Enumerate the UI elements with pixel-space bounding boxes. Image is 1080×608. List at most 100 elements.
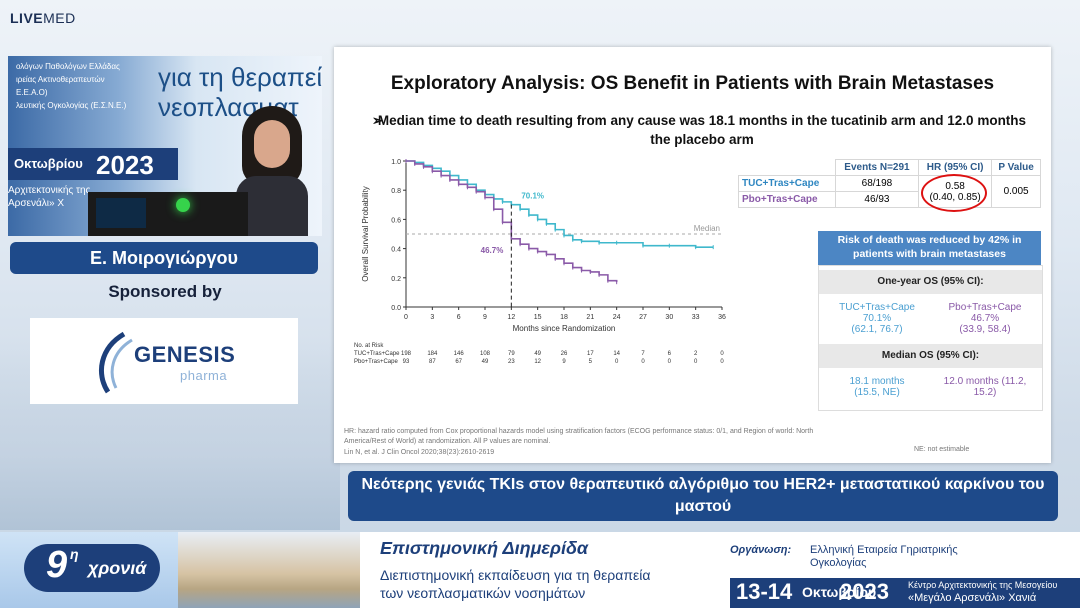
slide-title: Exploratory Analysis: OS Benefit in Pati… [390,73,995,94]
x-tick-label: 24 [613,314,621,321]
hr-table-header-cell: Events N=291 [834,159,920,176]
video-org-line: Ε.Ε.Α.Ο) [16,88,48,97]
video-venue-line1: Αρχιτεκτονικής της [8,185,91,196]
tuc-median: 18.1 months [849,376,905,387]
hr-table-header: Events N=291 HR (95% CI) P Value [738,159,1041,176]
risk-cell: 0 [720,351,724,357]
x-tick-label: 30 [665,314,673,321]
risk-row-name: Pbo+Tras+Cape [354,359,398,365]
pbo-median-ci: 15.2) [973,387,997,398]
sponsor-name: GENESIS [134,342,236,367]
hr-table-header-cell: HR (95% CI) [918,159,993,176]
y-tick-label: 0.8 [391,188,401,195]
tuc-arm: TUC+Tras+Cape [839,302,915,313]
podium-screen [96,198,146,228]
event-title: Επιστημονική Διημερίδα [380,538,589,558]
tuc-ci: (62.1, 76.7) [851,324,903,335]
table-cell-p: 0.005 [991,175,1041,208]
organizer: Οργάνωση: Ελληνική Εταιρεία Γηριατρικής … [730,544,958,569]
os-summary-box: One-year OS (95% CI): TUC+Tras+Cape 70.1… [818,265,1043,411]
risk-cell: 108 [480,351,491,357]
risk-cell: 6 [668,351,672,357]
tuc-median-col: 18.1 months (15.5, NE) [827,376,927,398]
risk-cell: 67 [455,359,462,365]
table-row: Pbo+Tras+Cape 46/93 [738,191,1041,208]
x-tick-label: 12 [507,314,515,321]
x-tick-label: 6 [457,314,461,321]
bullet-arrow-icon: ➢ [372,113,384,128]
y-tick-label: 1.0 [391,159,401,166]
risk-cell: 2 [694,351,698,357]
x-tick-label: 0 [404,314,408,321]
km-series-tuc [406,160,714,248]
slide-footnote: HR: hazard ratio computed from Cox propo… [344,428,814,445]
risk-cell: 7 [641,351,645,357]
risk-cell: 49 [534,351,541,357]
video-banner-line1: για τη θεραπεία [158,62,322,92]
x-tick-label: 21 [586,314,594,321]
risk-cell: 79 [508,351,515,357]
x-tick-label: 27 [639,314,647,321]
speaker-figure [236,106,308,236]
event-subtitle-line1: Διεπιστημονική εκπαίδευση για τη θεραπεί… [380,567,651,583]
risk-cell: 0 [615,359,619,365]
x-tick-label: 18 [560,314,568,321]
video-org-lines: ολόγων Παθολόγων Ελλάδας ιρείας Ακτινοθε… [16,60,126,112]
slide-reference: Lin N, et al. J Clin Oncol 2020;38(23):2… [344,449,495,456]
event-year: 2023 [840,579,889,604]
risk-cell: 146 [454,351,465,357]
talk-caption: Νεότερης γενιάς TKIs στον θεραπευτικό αλ… [348,471,1058,521]
table-cell-arm: Pbo+Tras+Cape [738,191,836,208]
y-tick-label: 0.4 [391,247,401,254]
x-tick-label: 33 [692,314,700,321]
event-venue-line2: «Μεγάλο Αρσενάλι» Χανιά [908,592,1037,604]
ninth-word: χρονιά [88,558,147,578]
slide-bullet-text: Median time to death resulting from any … [377,113,1027,147]
microphone-light-icon [176,198,190,212]
risk-cell: 93 [403,359,410,365]
ninth-year-badge: 9 η χρονιά [0,532,178,608]
ninth-number: 9 [46,544,68,586]
chart-annotation: 46.7% [481,246,504,255]
ne-note: NE: not estimable [914,446,970,453]
speaker-face [254,120,290,168]
x-tick-label: 3 [430,314,434,321]
organizer-name: Ελληνική Εταιρεία Γηριατρικής Ογκολογίας [810,544,958,569]
event-subtitle: Διεπιστημονική εκπαίδευση για τη θεραπεί… [380,566,650,602]
risk-cell: 184 [427,351,438,357]
tuc-median-ci: (15.5, NE) [854,387,900,398]
video-venue-line2: Αρσενάλι» Χ [8,198,65,209]
risk-table-label: No. at Risk [354,343,384,349]
event-days: 13-14 [736,579,793,604]
risk-cell: 26 [561,351,568,357]
tuc-os: 70.1% [862,313,892,324]
risk-cell: 49 [482,359,489,365]
risk-row-name: TUC+Tras+Cape [354,351,400,357]
risk-cell: 14 [613,351,620,357]
km-survival-chart: 0.00.20.40.60.81.00 3 6 9 12 15 18 21 24 27 30 33 36… [354,159,726,365]
video-org-line: λευτικής Ογκολογίας (Ε.Σ.Ν.Ε.) [16,101,127,110]
risk-cell: 5 [589,359,593,365]
video-date-bar: Οκτωβρίου 2023 [8,148,178,180]
hr-table-header-cell [738,159,836,176]
livemed-logo: LIVEMED [10,10,76,26]
highlight-circle [921,174,988,212]
sponsor-sub: pharma [180,368,228,383]
median-os-label: Median OS (95% CI): [819,344,1042,368]
x-axis-label: Months since Randomization [513,324,616,333]
risk-cell: 198 [401,351,412,357]
ninth-year-pill: 9 η χρονιά [24,544,160,592]
x-tick-label: 36 [718,314,726,321]
logo-med: MED [43,10,76,26]
table-cell-arm: TUC+Tras+Cape [738,175,836,192]
sponsored-by-label: Sponsored by [108,282,222,301]
y-tick-label: 0.2 [391,276,401,283]
video-org-line: ιρείας Ακτινοθεραπευτών [16,75,105,84]
risk-cell: 0 [641,359,645,365]
event-month: Οκτωβρίου [802,584,877,600]
video-date-month: Οκτωβρίου [14,156,83,171]
video-org-line: ολόγων Παθολόγων Ελλάδας [16,62,120,71]
ninth-superscript: η [70,546,79,562]
sponsor-logo: GENESIS pharma [30,318,298,404]
hr-table-header-cell: P Value [991,159,1041,176]
